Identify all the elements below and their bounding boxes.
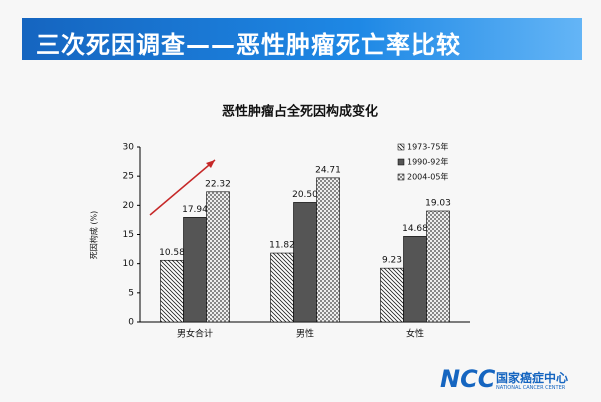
y-tick-label: 30 <box>123 143 135 153</box>
logo-name: 国家癌症中心 <box>496 371 569 385</box>
value-label: 14.68 <box>402 224 428 234</box>
y-tick-label: 15 <box>123 230 134 240</box>
chart-title: 恶性肿瘤占全死因构成变化 <box>222 104 378 120</box>
value-label: 17.94 <box>182 205 208 215</box>
y-tick-label: 20 <box>123 201 135 211</box>
y-tick-label: 5 <box>128 288 134 298</box>
legend-label: 2004-05年 <box>407 172 448 182</box>
y-tick-label: 25 <box>123 172 134 182</box>
legend-label: 1973-75年 <box>407 142 448 152</box>
bar <box>426 210 450 323</box>
logo-mark: NCC <box>440 365 496 393</box>
bar <box>183 217 207 323</box>
value-label: 11.82 <box>269 241 295 251</box>
x-tick-label: 女性 <box>406 328 424 340</box>
y-tick-label: 0 <box>128 318 134 328</box>
x-tick-label: 男女合计 <box>177 328 213 340</box>
bar <box>380 267 404 323</box>
x-tick-label: 男性 <box>296 328 314 340</box>
legend-swatch <box>397 173 405 181</box>
y-tick-label: 10 <box>123 259 135 269</box>
bar <box>270 252 294 323</box>
logo-subtitle: NATIONAL CANCER CENTER <box>496 385 566 391</box>
y-axis-label: 死因构成 (%) <box>89 211 99 259</box>
value-label: 20.50 <box>292 190 318 200</box>
trend-arrow <box>149 159 216 216</box>
bar <box>403 236 427 323</box>
bar <box>316 177 340 323</box>
logo: NCC 国家癌症中心 NATIONAL CANCER CENTER <box>440 365 568 393</box>
header-banner: 三次死因调查——恶性肿瘤死亡率比较 <box>22 18 582 60</box>
value-label: 10.58 <box>159 248 185 258</box>
legend-swatch <box>397 143 405 151</box>
bar <box>293 202 317 323</box>
bar <box>206 191 230 323</box>
legend-label: 1990-92年 <box>407 157 448 167</box>
value-label: 24.71 <box>315 165 341 175</box>
value-label: 19.03 <box>425 198 451 208</box>
value-label: 9.23 <box>382 256 402 266</box>
legend-swatch <box>397 158 405 166</box>
value-label: 22.32 <box>205 179 231 189</box>
trend-arrowhead <box>206 160 215 168</box>
bar <box>160 259 184 323</box>
header-title: 三次死因调查——恶性肿瘤死亡率比较 <box>36 31 461 59</box>
